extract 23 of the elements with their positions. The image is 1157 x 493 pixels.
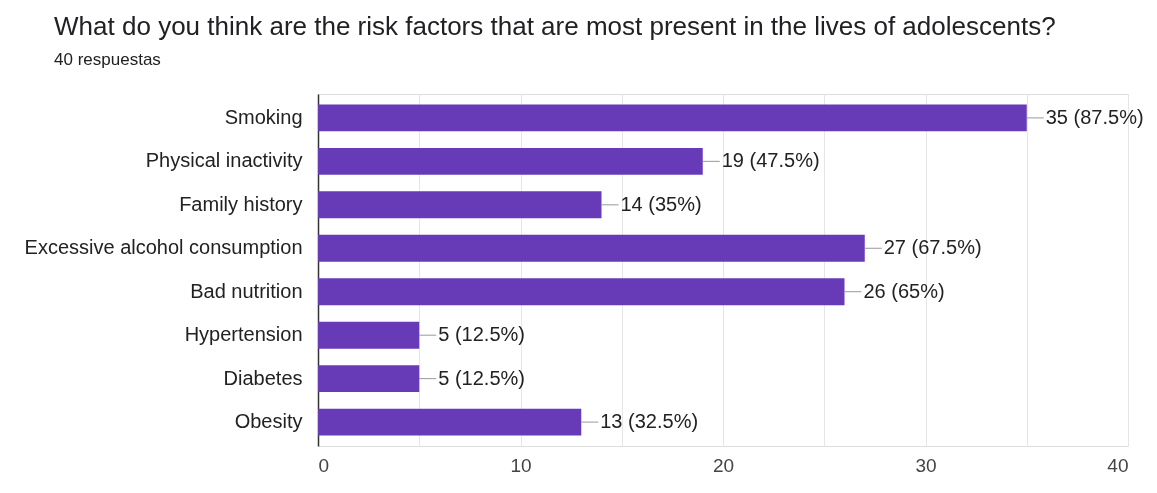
y-tick-label: Hypertension [184, 323, 303, 346]
data-label: 14 (35%) [620, 192, 702, 215]
y-tick-label: Diabetes [223, 366, 303, 389]
y-tick-label: Physical inactivity [145, 149, 303, 172]
data-label: 5 (12.5%) [438, 366, 525, 389]
data-label: 35 (87.5%) [1045, 105, 1144, 128]
data-label: 5 (12.5%) [438, 323, 525, 346]
x-tick-label: 20 [712, 454, 735, 476]
data-label: 19 (47.5%) [721, 149, 820, 172]
x-tick-label: 30 [915, 454, 937, 476]
y-tick-label: Family history [179, 192, 303, 215]
text: 40 respuestas [54, 50, 161, 69]
y-tick-label: Excessive alcohol consumption [24, 236, 303, 259]
y-tick-label: Bad nutrition [190, 279, 303, 302]
data-label: 26 (65%) [863, 279, 945, 302]
data-label: 13 (32.5%) [600, 410, 699, 433]
chart-title: What do you think are the risk factors that are most present in the lives of adolescents? [54, 11, 1056, 41]
y-tick-label: Obesity [234, 410, 303, 433]
y-tick-label: Smoking [224, 105, 303, 128]
x-tick-label: 0 [318, 454, 330, 476]
x-tick-label: 10 [510, 454, 532, 476]
data-label: 27 (67.5%) [883, 236, 982, 259]
x-tick-label: 40 [1107, 454, 1129, 476]
